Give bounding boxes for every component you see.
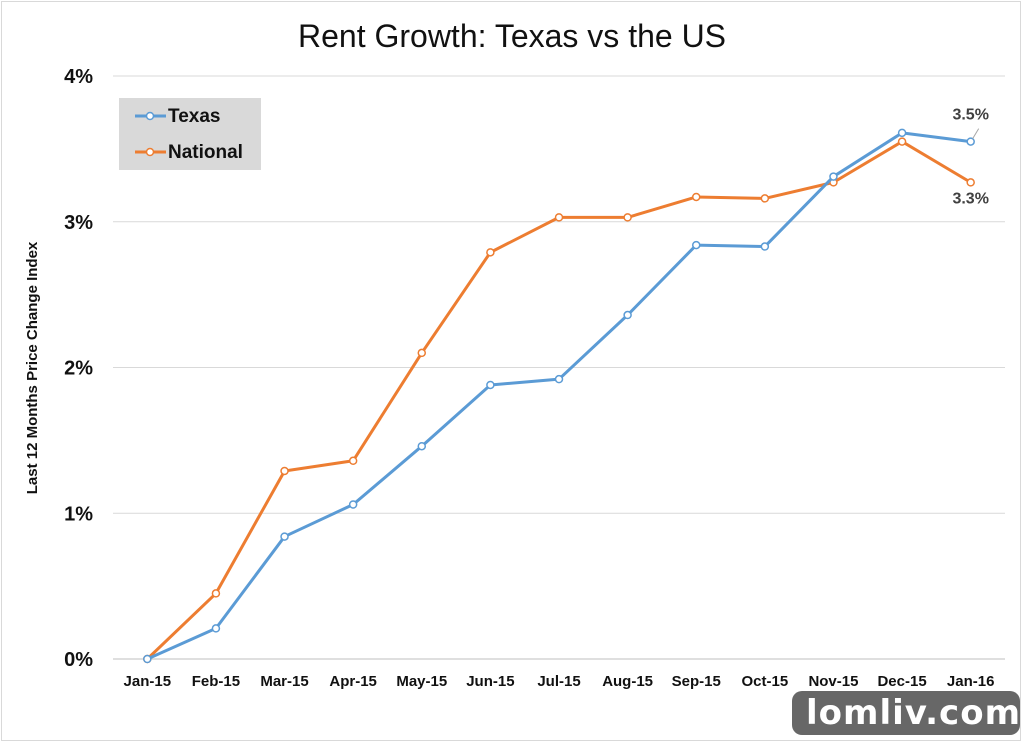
legend-label-texas: Texas [168,106,220,127]
data-label-leader [972,128,980,139]
data-point-national [280,466,289,476]
x-tick-label: Jan-15 [124,673,172,690]
data-point-texas [897,128,907,138]
data-point-texas [348,500,358,509]
series-group [143,128,975,664]
data-point-national [417,348,427,358]
y-tick-label: 4% [64,66,93,88]
x-tick-label: Apr-15 [329,673,377,690]
data-point-national [348,456,358,466]
x-tick-label: Jul-15 [537,673,580,690]
data-point-texas [966,137,975,146]
data-point-national [691,192,701,202]
x-tick-label: Nov-15 [808,673,858,690]
watermark-text: lomliv.com [806,693,1021,733]
x-tick-label: May-15 [396,673,447,690]
data-point-national [554,213,564,222]
legend-box [119,98,261,170]
data-point-national [486,248,495,257]
data-point-texas [211,624,221,633]
x-tick-label: Aug-15 [602,673,653,690]
data-point-texas [691,240,701,250]
data-point-texas [417,441,427,451]
y-axis-ticks: 0% 1% 2% 3% 4% [64,66,93,671]
data-label-national: 3.3% [952,190,988,207]
x-tick-label: Dec-15 [877,673,926,690]
watermark-badge: lomliv.com [792,691,1020,735]
x-tick-label: Jan-16 [947,673,995,690]
data-point-texas [280,532,289,541]
legend: Texas National [119,98,261,170]
x-tick-label: Oct-15 [742,673,789,690]
data-point-texas [760,242,770,251]
y-tick-label: 1% [64,503,93,525]
data-point-national [623,213,632,222]
y-axis-label: Last 12 Months Price Change Index [24,241,41,494]
data-point-national [211,589,221,598]
data-point-texas [486,380,495,390]
legend-marker-texas [145,111,155,121]
chart-title: Rent Growth: Texas vs the US [298,18,726,54]
x-tick-label: Feb-15 [192,673,240,690]
legend-marker-national [145,147,155,157]
y-tick-label: 0% [64,649,93,671]
data-point-texas [623,310,632,320]
data-labels: 3.5% 3.3% [952,107,988,208]
data-point-national [760,194,770,203]
x-tick-label: Mar-15 [260,673,308,690]
y-tick-label: 2% [64,358,93,380]
data-label-texas: 3.5% [952,107,988,124]
data-point-national [897,137,907,146]
x-tick-label: Sep-15 [672,673,721,690]
y-tick-label: 3% [64,212,93,234]
data-point-texas [829,172,838,181]
x-tick-label: Jun-15 [466,673,514,690]
x-axis-ticks: Jan-15 Feb-15 Mar-15 Apr-15 May-15 Jun-15 Jul-… [124,673,995,690]
data-point-texas [143,654,152,664]
legend-label-national: National [168,142,243,163]
data-point-texas [554,374,564,384]
data-point-national [966,178,975,187]
